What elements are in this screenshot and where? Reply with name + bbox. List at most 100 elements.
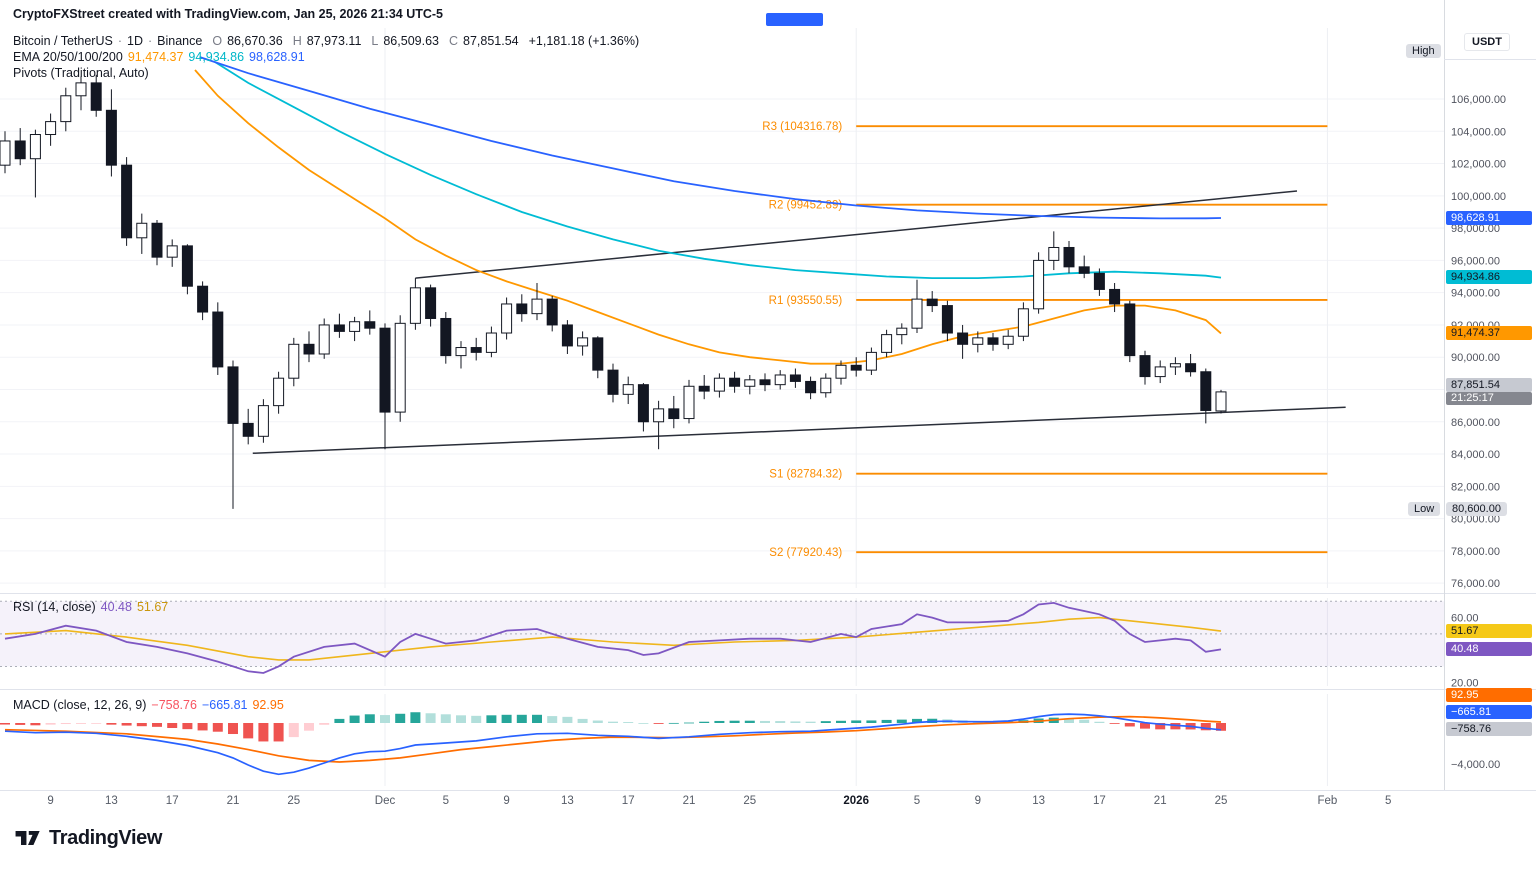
rsi-line bbox=[4, 601, 1222, 674]
svg-text:20.00: 20.00 bbox=[1451, 678, 1479, 690]
svg-text:5: 5 bbox=[1385, 795, 1391, 807]
macd-line-value: −665.81 bbox=[201, 698, 248, 712]
trendlines[interactable] bbox=[252, 190, 1346, 454]
svg-text:17: 17 bbox=[622, 795, 635, 807]
ema-fast-price-badge: 91,474.37 bbox=[1446, 326, 1532, 340]
high-value: 87,973.11 bbox=[306, 34, 362, 48]
open-value: 86,670.36 bbox=[227, 34, 283, 48]
low-value: 86,509.63 bbox=[383, 34, 439, 48]
ema-slow-value: 98,628.91 bbox=[249, 50, 305, 64]
pivot-levels: R3 (104316.78) R2 (99452.89) R1 (93550.55)… bbox=[762, 121, 1328, 559]
clipped-blue-badge bbox=[766, 13, 823, 26]
svg-text:17: 17 bbox=[166, 795, 179, 807]
pivots-indicator-row: Pivots (Traditional, Auto) bbox=[13, 65, 639, 81]
macd-indicator-title[interactable]: MACD (close, 12, 26, 9) bbox=[13, 698, 147, 712]
bar-countdown-badge: 21:25:17 bbox=[1446, 392, 1532, 405]
ema-lines bbox=[194, 56, 1222, 365]
svg-text:21: 21 bbox=[683, 795, 696, 807]
last-price-badge: 87,851.54 bbox=[1446, 378, 1532, 392]
ema-indicator-title[interactable]: EMA 20/50/100/200 bbox=[13, 50, 123, 64]
svg-text:13: 13 bbox=[1032, 795, 1045, 807]
svg-text:17: 17 bbox=[1093, 795, 1106, 807]
price-axis-labels: 106,000.00 104,000.00 102,000.00 100,000.00… bbox=[1451, 94, 1506, 771]
svg-text:5: 5 bbox=[914, 795, 920, 807]
trendline-lower bbox=[252, 406, 1346, 454]
rsi-ma-badge: 51.67 bbox=[1446, 624, 1532, 638]
svg-text:S1 (82784.32): S1 (82784.32) bbox=[769, 469, 842, 481]
macd-signal-value: 92.95 bbox=[252, 698, 284, 712]
macd-main-line bbox=[4, 713, 1222, 776]
svg-text:78,000.00: 78,000.00 bbox=[1451, 546, 1500, 558]
change-value: +1,181.18 (+1.36%) bbox=[528, 34, 640, 48]
separator-dot: · bbox=[117, 34, 122, 48]
ema-slow-price-badge: 98,628.91 bbox=[1446, 211, 1532, 225]
svg-text:R3 (104316.78): R3 (104316.78) bbox=[762, 121, 842, 133]
svg-text:9: 9 bbox=[47, 795, 53, 807]
symbol-title[interactable]: Bitcoin / TetherUS bbox=[13, 34, 113, 48]
svg-text:9: 9 bbox=[503, 795, 509, 807]
candlesticks bbox=[0, 74, 1227, 509]
macd-signal-badge: 92.95 bbox=[1446, 688, 1532, 702]
svg-text:100,000.00: 100,000.00 bbox=[1451, 191, 1506, 203]
macd-lines bbox=[4, 713, 1222, 776]
watermark-annotation: CryptoFXStreet created with TradingView.… bbox=[13, 7, 444, 21]
svg-text:25: 25 bbox=[1215, 795, 1228, 807]
rsi-indicator-title[interactable]: RSI (14, close) bbox=[13, 600, 96, 614]
svg-text:84,000.00: 84,000.00 bbox=[1451, 449, 1500, 461]
tradingview-logo[interactable]: TradingView bbox=[14, 826, 162, 850]
ema-indicator-row: EMA 20/50/100/200 91,474.37 94,934.86 98… bbox=[13, 49, 639, 65]
svg-text:106,000.00: 106,000.00 bbox=[1451, 94, 1506, 106]
tradingview-mark-icon bbox=[15, 831, 40, 845]
low-price-badge: 80,600.00 bbox=[1446, 502, 1507, 516]
time-axis-labels: 9 13 17 21 25 Dec 5 9 13 17 21 25 2026 5 9 13 17 21 25 Feb 5 bbox=[47, 795, 1391, 807]
svg-text:98,000.00: 98,000.00 bbox=[1451, 223, 1500, 235]
svg-text:86,000.00: 86,000.00 bbox=[1451, 417, 1500, 429]
svg-text:9: 9 bbox=[975, 795, 981, 807]
svg-text:60.00: 60.00 bbox=[1451, 613, 1479, 625]
svg-text:104,000.00: 104,000.00 bbox=[1451, 126, 1506, 138]
svg-text:S2 (77920.43): S2 (77920.43) bbox=[769, 547, 842, 559]
svg-text:82,000.00: 82,000.00 bbox=[1451, 481, 1500, 493]
low-label: L bbox=[371, 34, 379, 48]
rsi-badge: 40.48 bbox=[1446, 642, 1532, 656]
tradingview-wordmark: TradingView bbox=[49, 826, 163, 849]
svg-text:21: 21 bbox=[1154, 795, 1167, 807]
ema-mid-price-badge: 94,934.86 bbox=[1446, 270, 1532, 284]
rsi-ma-value: 51.67 bbox=[136, 600, 169, 614]
svg-text:13: 13 bbox=[561, 795, 574, 807]
separator-dot: · bbox=[147, 34, 153, 48]
svg-text:R2 (99452.89): R2 (99452.89) bbox=[769, 200, 843, 212]
macd-line-badge: −665.81 bbox=[1446, 705, 1532, 719]
low-marker-badge: Low bbox=[1408, 502, 1441, 516]
exchange-label[interactable]: Binance bbox=[157, 34, 203, 48]
price-scale-currency-button[interactable]: USDT bbox=[1464, 33, 1510, 51]
chart-canvas[interactable]: R3 (104316.78) R2 (99452.89) R1 (93550.55)… bbox=[0, 0, 1536, 812]
macd-legend: MACD (close, 12, 26, 9) −758.76 −665.81 … bbox=[13, 697, 284, 713]
gridlines bbox=[0, 0, 1536, 791]
svg-text:94,000.00: 94,000.00 bbox=[1451, 288, 1500, 300]
svg-text:2026: 2026 bbox=[843, 795, 869, 807]
svg-text:25: 25 bbox=[743, 795, 756, 807]
ema-fast-value: 91,474.37 bbox=[127, 50, 184, 64]
close-value: 87,851.54 bbox=[463, 34, 519, 48]
svg-text:Dec: Dec bbox=[375, 795, 396, 807]
macd-hist-badge: −758.76 bbox=[1446, 722, 1532, 736]
rsi-legend: RSI (14, close) 40.48 51.67 bbox=[13, 599, 168, 615]
symbol-row: Bitcoin / TetherUS · 1D · Binance O 86,67… bbox=[13, 33, 639, 49]
high-label: H bbox=[292, 34, 302, 48]
svg-text:R1 (93550.55): R1 (93550.55) bbox=[769, 295, 843, 307]
svg-text:90,000.00: 90,000.00 bbox=[1451, 352, 1500, 364]
interval-label[interactable]: 1D bbox=[127, 34, 143, 48]
svg-text:21: 21 bbox=[227, 795, 240, 807]
ema-mid-value: 94,934.86 bbox=[188, 50, 245, 64]
trendline-upper bbox=[415, 190, 1298, 279]
svg-text:80,000.00: 80,000.00 bbox=[1451, 514, 1500, 526]
svg-text:96,000.00: 96,000.00 bbox=[1451, 255, 1500, 267]
rsi-lines bbox=[4, 601, 1222, 674]
pivots-indicator-title[interactable]: Pivots (Traditional, Auto) bbox=[13, 66, 149, 80]
rsi-ma-line bbox=[4, 616, 1222, 661]
main-legend: Bitcoin / TetherUS · 1D · Binance O 86,67… bbox=[13, 33, 639, 81]
ema-slow-line bbox=[199, 56, 1222, 220]
svg-text:13: 13 bbox=[105, 795, 118, 807]
